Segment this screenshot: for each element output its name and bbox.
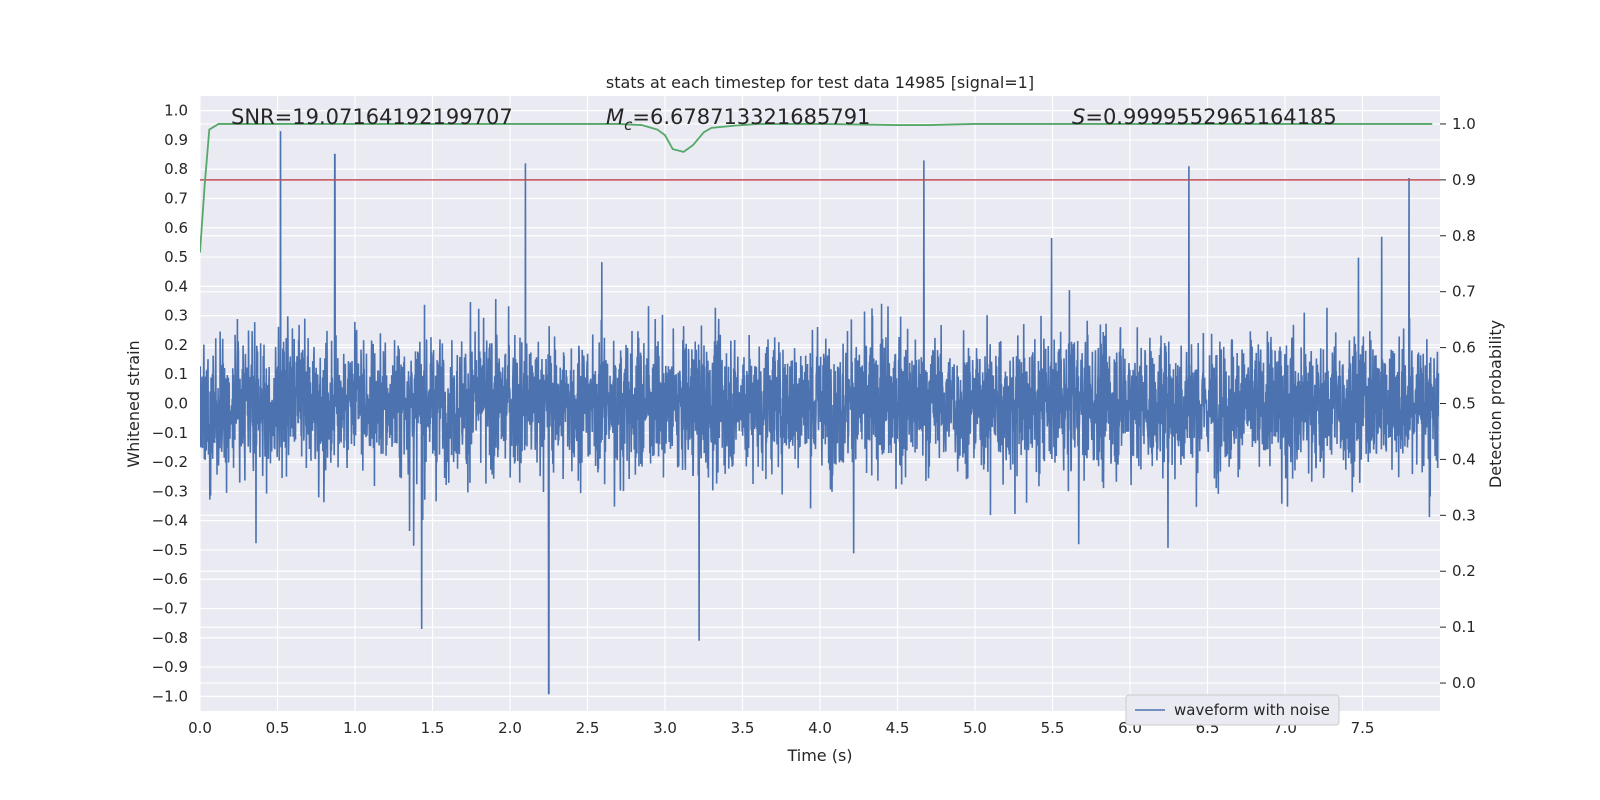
score-symbol: S <box>1072 105 1085 129</box>
y2-tick-label: 0.7 <box>1452 283 1476 301</box>
x-tick-labels: 0.0 0.5 1.0 1.5 2.0 2.5 3.0 3.5 4.0 4.5 5.0 5.5 6.0 6… <box>188 719 1374 737</box>
y-tick-label: 0.6 <box>164 219 188 237</box>
x-tick-label: 1.0 <box>343 719 367 737</box>
waveform-series-line <box>200 131 1440 695</box>
x-tick-label: 2.0 <box>498 719 522 737</box>
chirp-mass-annotation: Mc=6.678713321685791 <box>606 105 870 134</box>
y-axis-label: Whitened strain <box>124 340 143 467</box>
y2-tick-label: 0.5 <box>1452 395 1476 413</box>
y-tick-label: 0.3 <box>164 307 188 325</box>
x-tick-label: 3.5 <box>731 719 755 737</box>
y-tick-label: 0.1 <box>164 365 188 383</box>
legend-waveform-label: waveform with noise <box>1174 701 1330 719</box>
y2-tick-label: 0.2 <box>1452 562 1476 580</box>
y-tick-label: −0.4 <box>152 512 188 530</box>
y2-tick-label: 1.0 <box>1452 115 1476 133</box>
x-tick-label: 4.5 <box>886 719 910 737</box>
y-tick-label: 0.8 <box>164 160 188 178</box>
y-tick-label: −0.1 <box>152 424 188 442</box>
y2-tick-label: 0.9 <box>1452 171 1476 189</box>
x-axis-label: Time (s) <box>786 746 852 765</box>
y-tick-label: 0.9 <box>164 131 188 149</box>
y-tick-label: 0.5 <box>164 248 188 266</box>
y-tick-label: −0.6 <box>152 570 188 588</box>
y2-tick-label: 0.1 <box>1452 618 1476 636</box>
x-tick-label: 2.5 <box>576 719 600 737</box>
legend-box <box>1125 694 1340 726</box>
y-tick-label: 0.7 <box>164 190 188 208</box>
x-tick-label: 5.5 <box>1041 719 1065 737</box>
x-tick-label: 7.5 <box>1351 719 1375 737</box>
y-tick-label: 0.2 <box>164 336 188 354</box>
x-tick-label: 4.0 <box>808 719 832 737</box>
y-tick-label: −1.0 <box>152 687 188 705</box>
y2-tick-label: 0.0 <box>1452 674 1476 692</box>
x-tick-label: 3.0 <box>653 719 677 737</box>
y-tick-label: −0.3 <box>152 482 188 500</box>
y-tick-label: 0.0 <box>164 395 188 413</box>
y2-axis-label: Detection probability <box>1486 320 1505 488</box>
chirp-mass-subscript: c <box>624 116 633 134</box>
x-tick-label: 0.0 <box>188 719 212 737</box>
detection-probability-line <box>200 123 1433 253</box>
y-tick-label: −0.7 <box>152 600 188 618</box>
y-tick-label: −0.9 <box>152 658 188 676</box>
y2-tick-label: 0.4 <box>1452 450 1476 468</box>
y-tick-label: −0.2 <box>152 453 188 471</box>
y-tick-label: 0.4 <box>164 277 188 295</box>
snr-annotation: SNR=19.07164192199707 <box>231 105 513 129</box>
chirp-mass-value: =6.678713321685791 <box>632 105 870 129</box>
y2-tick-label: 0.3 <box>1452 506 1476 524</box>
score-annotation: S=0.9999552965164185 <box>1072 105 1337 129</box>
y-tick-labels: 1.0 0.9 0.8 0.7 0.6 0.5 0.4 0.3 0.2 0.1 0.0 −0.1 −0.… <box>152 102 188 706</box>
score-value: =0.9999552965164185 <box>1085 105 1336 129</box>
y2-tick-label: 0.8 <box>1452 227 1476 245</box>
y2-tick-labels: 1.0 0.9 0.8 0.7 0.6 0.5 0.4 0.3 0.2 0.1 0.0 <box>1440 115 1476 692</box>
chart-title: stats at each timestep for test data 149… <box>606 73 1034 92</box>
x-tick-label: 1.5 <box>421 719 445 737</box>
chirp-mass-symbol: M <box>606 105 624 129</box>
legend[interactable]: waveform with noise <box>1125 694 1340 726</box>
y2-tick-label: 0.6 <box>1452 339 1476 357</box>
y-tick-label: −0.5 <box>152 541 188 559</box>
y-tick-label: 1.0 <box>164 102 188 120</box>
y-tick-label: −0.8 <box>152 629 188 647</box>
x-tick-label: 5.0 <box>963 719 987 737</box>
x-tick-label: 0.5 <box>266 719 290 737</box>
